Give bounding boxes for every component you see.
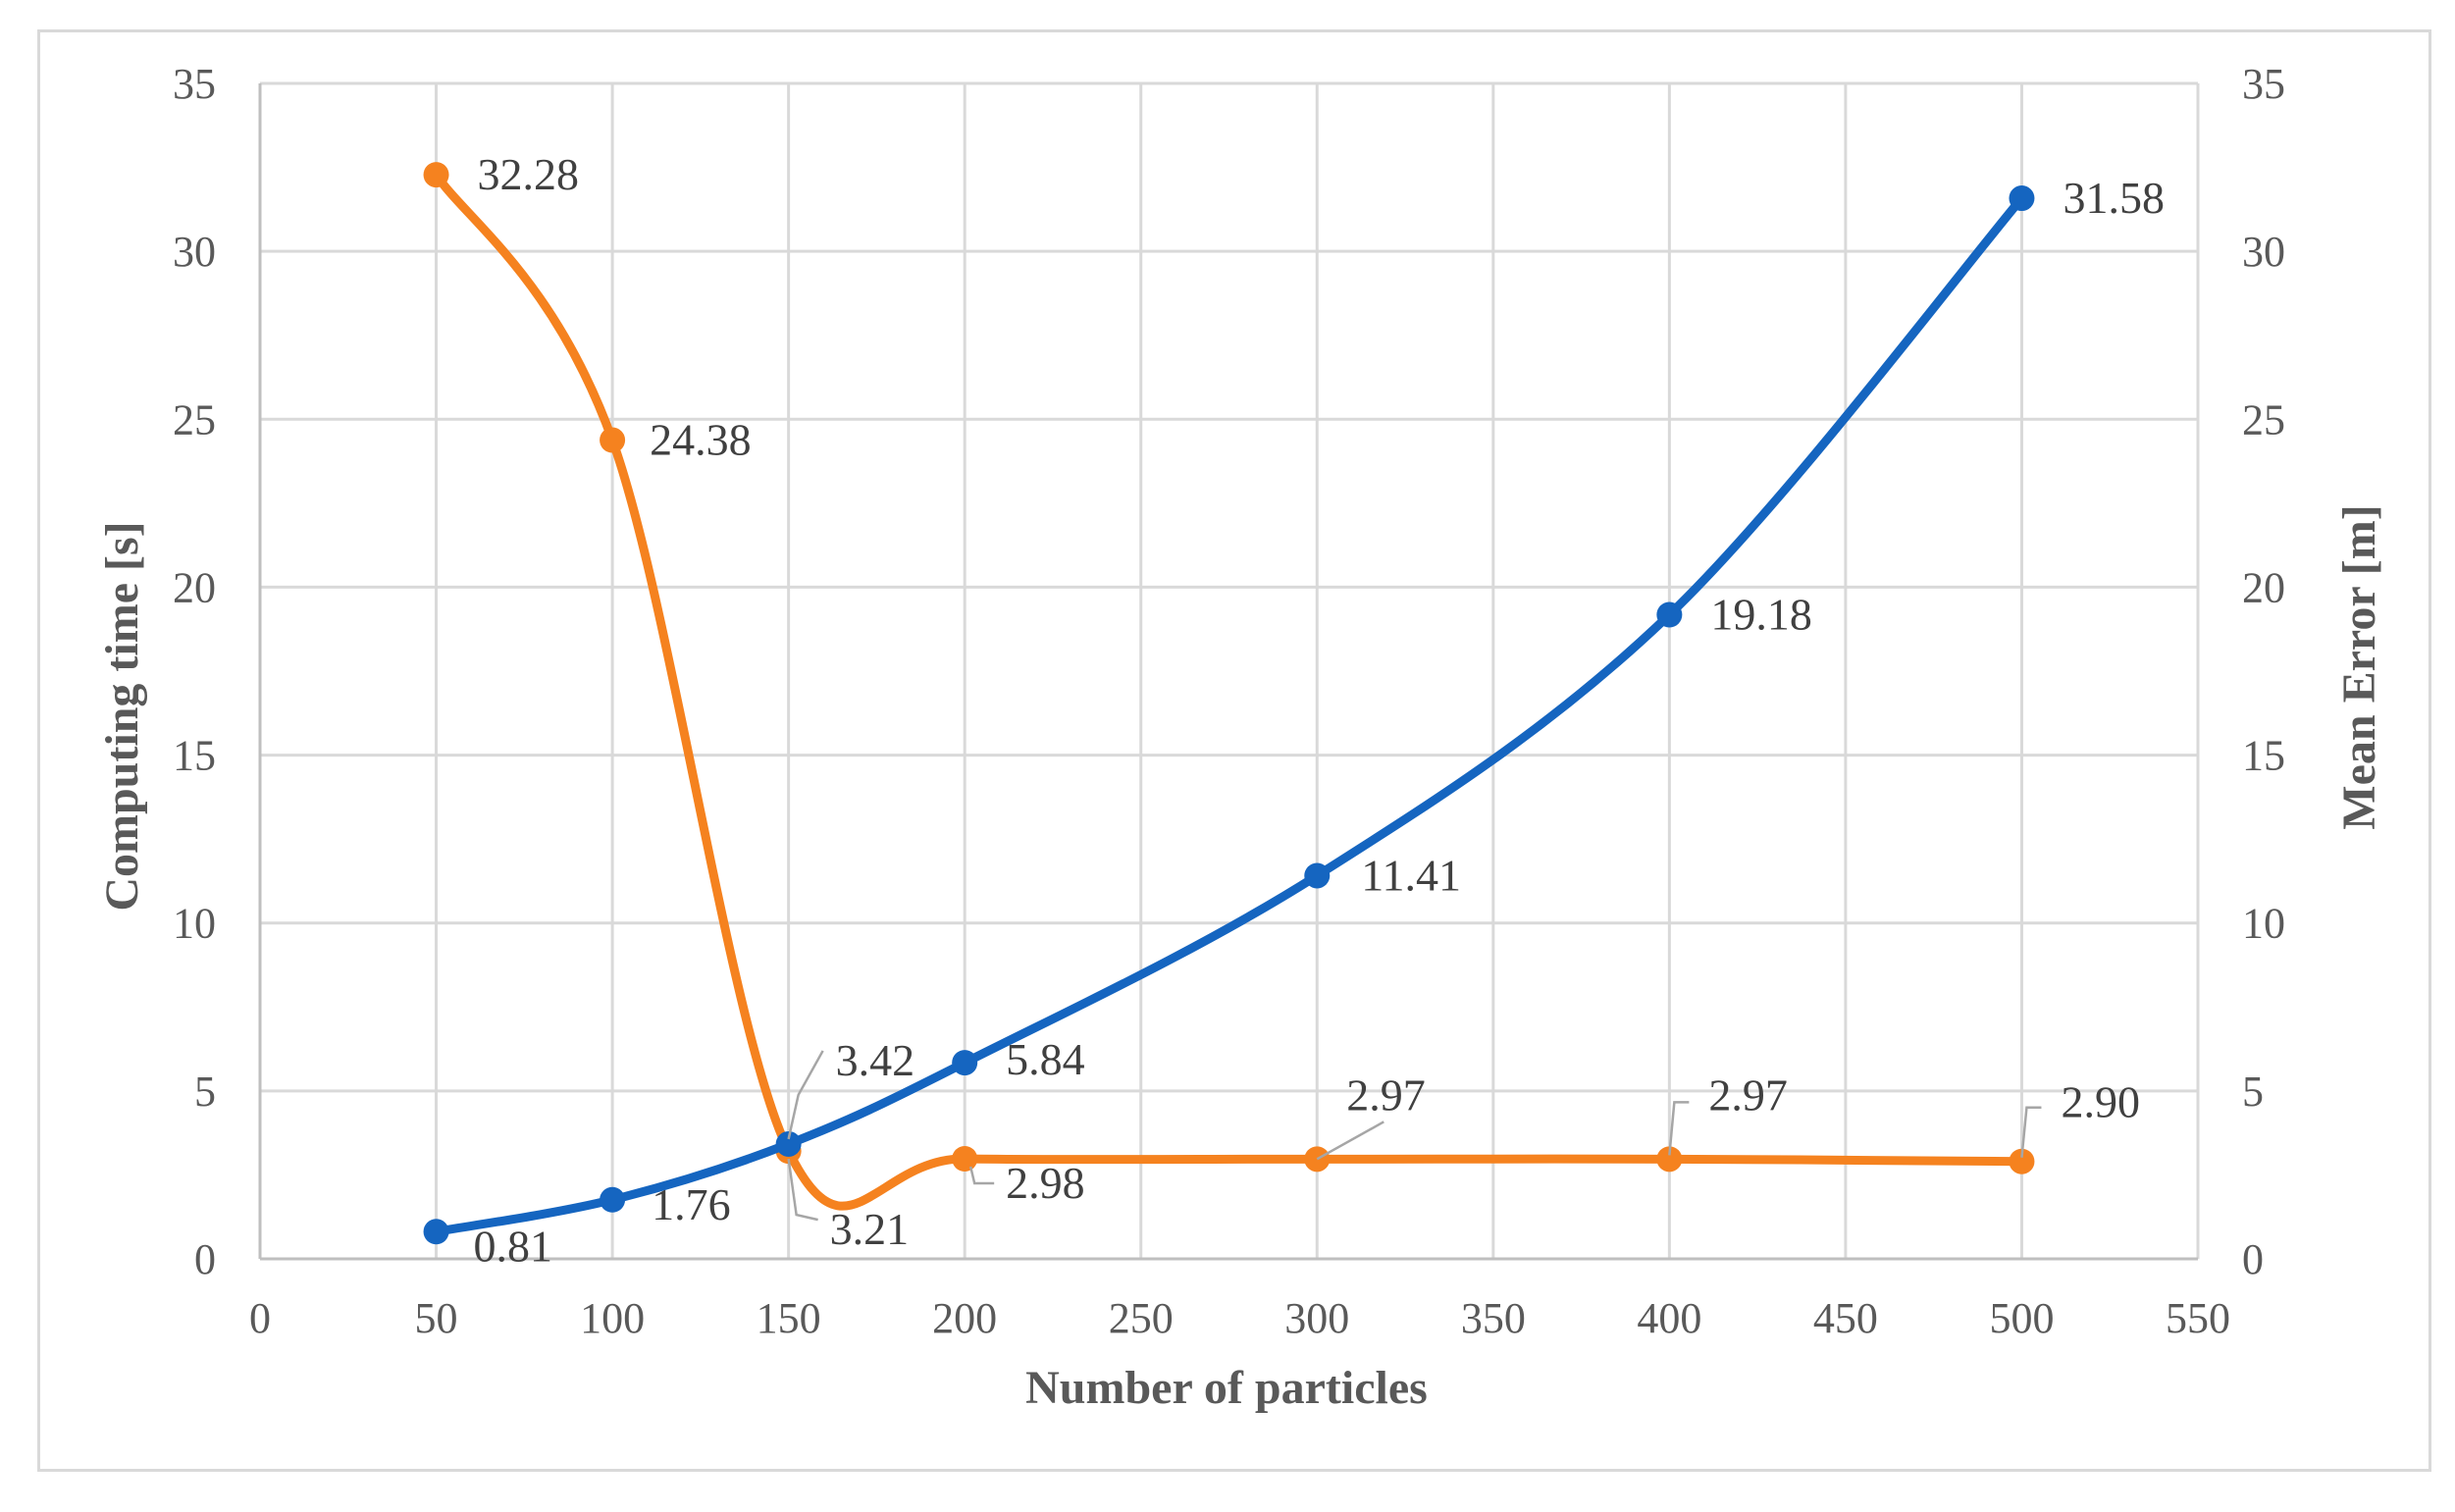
series — [423, 162, 2035, 1245]
data-label-mean-error: 2.97 — [1346, 1069, 1426, 1120]
x-tick-label: 300 — [1284, 1294, 1349, 1342]
x-tick-label: 250 — [1109, 1294, 1174, 1342]
data-label-computing-time: 0.81 — [474, 1221, 552, 1271]
data-point-computing-time[interactable] — [952, 1050, 978, 1076]
y2-tick-label: 0 — [2242, 1235, 2264, 1283]
data-point-mean-error[interactable] — [600, 427, 626, 453]
data-point-computing-time[interactable] — [600, 1186, 626, 1213]
x-tick-label: 100 — [580, 1294, 645, 1342]
y-tick-label: 25 — [173, 395, 216, 443]
series-line-mean-error — [432, 170, 2026, 1211]
y2-tick-label: 15 — [2242, 732, 2285, 780]
x-tick-label: 450 — [1813, 1294, 1878, 1342]
x-tick-label: 200 — [932, 1294, 997, 1342]
gridlines — [260, 81, 2200, 1259]
data-label-mean-error: 2.97 — [1708, 1069, 1788, 1120]
y2-tick-label: 30 — [2242, 228, 2285, 276]
y2-tick-label: 10 — [2242, 900, 2285, 948]
x-tick-label: 550 — [2166, 1294, 2230, 1342]
y-tick-label: 0 — [194, 1235, 216, 1283]
data-label-computing-time: 31.58 — [2063, 173, 2165, 223]
data-label-computing-time: 1.76 — [652, 1179, 731, 1229]
data-label-computing-time: 11.41 — [1361, 850, 1461, 900]
y2-tick-label: 5 — [2242, 1068, 2264, 1116]
data-point-computing-time[interactable] — [1656, 601, 1683, 628]
y-tick-label: 5 — [194, 1068, 216, 1116]
y-tick-label: 15 — [173, 732, 216, 780]
data-point-computing-time[interactable] — [775, 1130, 802, 1157]
y-axis-title: Computing time [s] — [96, 521, 148, 911]
y2-tick-label: 35 — [2242, 60, 2285, 108]
data-label-mean-error: 2.98 — [1006, 1158, 1085, 1208]
y2-axis-title: Mean Error [m] — [2333, 504, 2385, 829]
data-label-computing-time: 19.18 — [1710, 589, 1812, 639]
data-label-mean-error: 24.38 — [650, 415, 752, 465]
y2-tick-label: 25 — [2242, 395, 2285, 443]
data-point-mean-error[interactable] — [2009, 1148, 2035, 1174]
y-tick-label: 35 — [173, 60, 216, 108]
data-point-computing-time[interactable] — [423, 1219, 449, 1245]
data-point-mean-error[interactable] — [1656, 1146, 1683, 1173]
data-label-mean-error: 2.90 — [2061, 1077, 2140, 1127]
y2-tick-label: 20 — [2242, 563, 2285, 611]
x-tick-label: 400 — [1637, 1294, 1701, 1342]
data-label-leader — [2020, 1106, 2042, 1158]
data-label-mean-error: 32.28 — [478, 149, 579, 199]
data-point-mean-error[interactable] — [952, 1145, 978, 1172]
y-tick-label: 30 — [173, 228, 216, 276]
data-labels: 0.81 1.76 3.42 5.84 11.41 19.18 31.58 32.28 24.3… — [474, 149, 2165, 1271]
x-axis-title: Number of particles — [1025, 1362, 1428, 1414]
x-tick-label: 150 — [757, 1294, 821, 1342]
data-point-mean-error[interactable] — [423, 162, 449, 188]
x-tick-label: 350 — [1461, 1294, 1526, 1342]
data-label-computing-time: 3.42 — [836, 1035, 915, 1085]
y-tick-label: 20 — [173, 563, 216, 611]
data-label-leader — [787, 1158, 818, 1222]
data-point-computing-time[interactable] — [1304, 862, 1331, 889]
data-point-computing-time[interactable] — [2009, 185, 2035, 212]
series-line-computing-time — [432, 193, 2026, 1236]
data-label-leader — [1316, 1121, 1384, 1161]
data-label-computing-time: 5.84 — [1006, 1034, 1085, 1084]
x-tick-label: 500 — [1989, 1294, 2054, 1342]
data-label-mean-error: 3.21 — [830, 1204, 910, 1254]
data-label-leader — [968, 1166, 995, 1185]
data-label-leader — [1668, 1101, 1690, 1156]
data-label-leader — [787, 1050, 824, 1140]
x-tick-label: 50 — [415, 1294, 458, 1342]
y-tick-label: 10 — [173, 900, 216, 948]
x-tick-label: 0 — [249, 1294, 271, 1342]
